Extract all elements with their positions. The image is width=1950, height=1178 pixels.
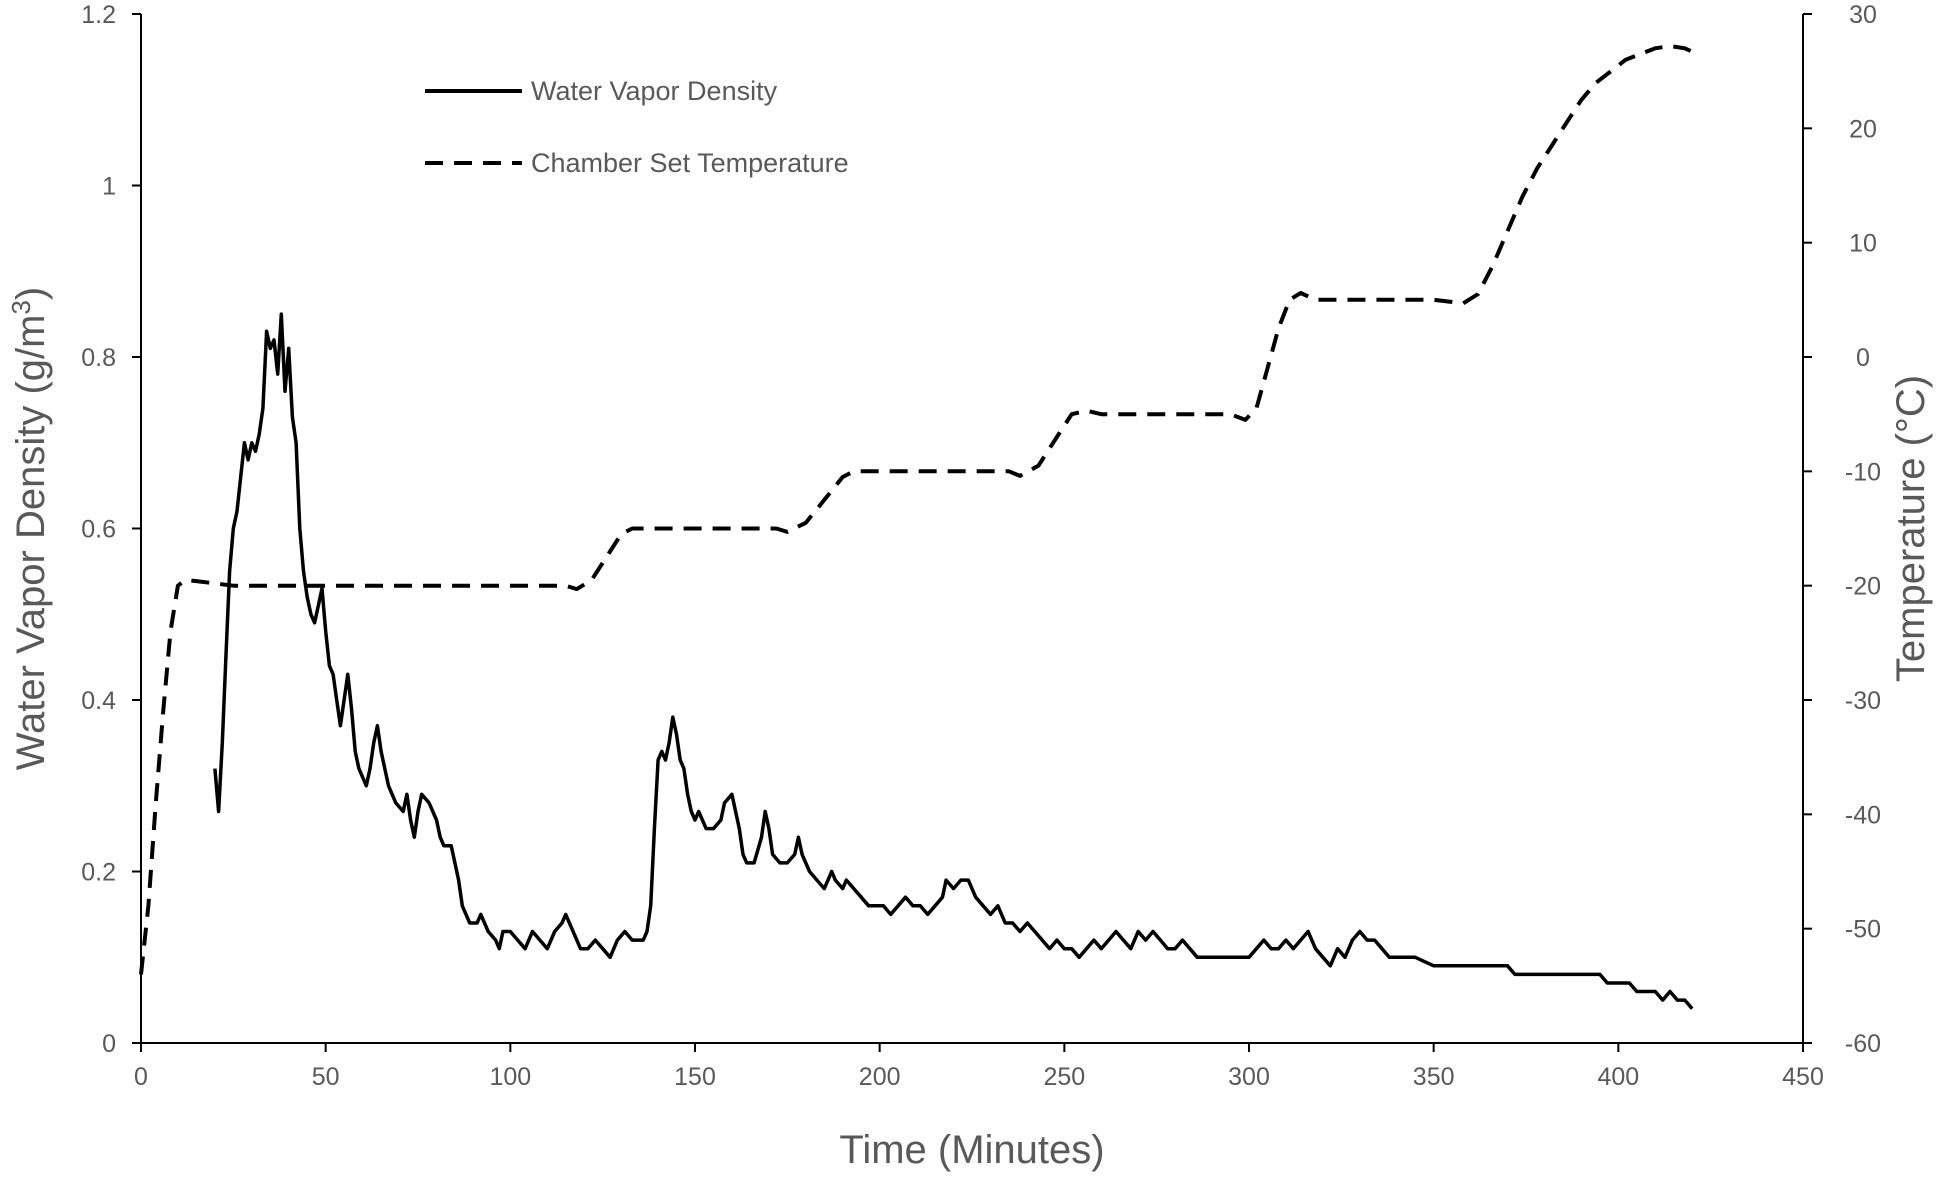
left-y-tick-label: 1.2 <box>81 1 116 29</box>
series-line-chamber-set-temperature <box>139 44 1694 975</box>
x-tick-label: 350 <box>1413 1063 1455 1091</box>
right-y-tick-label: -50 <box>1845 916 1881 944</box>
x-tick-label: 300 <box>1228 1063 1270 1091</box>
series-line-water-vapor-density <box>213 312 1694 1010</box>
legend-label-chamber-set-temperature: Chamber Set Temperature <box>531 148 849 178</box>
left-y-tick-label: 0.4 <box>81 687 116 715</box>
left-y-axis-title-superscript: 3 <box>6 300 36 314</box>
right-y-tick-label: 10 <box>1849 230 1877 258</box>
x-tick-label: 400 <box>1597 1063 1639 1091</box>
x-tick-label: 250 <box>1043 1063 1085 1091</box>
legend-label-water-vapor-density: Water Vapor Density <box>531 76 778 106</box>
right-y-tick-label: 0 <box>1856 344 1870 372</box>
right-y-axis-title: Temperature (°C) <box>1889 375 1933 682</box>
left-y-tick-label: 0.8 <box>81 344 116 372</box>
left-y-tick-label: 0.2 <box>81 859 116 887</box>
left-y-tick-label: 1 <box>102 173 116 201</box>
left-y-axis-title-end: ) <box>9 287 53 300</box>
right-y-ticks: -60 -50 -40 -30 -20 -10 0 10 20 30 <box>1803 1 1881 1058</box>
left-y-ticks: 0 0.2 0.4 0.6 0.8 1 1.2 <box>81 1 141 1058</box>
x-tick-label: 0 <box>134 1063 148 1091</box>
left-y-axis-title: Water Vapor Density (g/m3) <box>6 287 53 770</box>
x-ticks: 0 50 100 150 200 250 300 350 400 450 <box>134 1043 1824 1091</box>
x-tick-label: 450 <box>1782 1063 1824 1091</box>
x-tick-label: 150 <box>674 1063 716 1091</box>
series-group <box>139 44 1694 1010</box>
legend: Water Vapor Density Chamber Set Temperat… <box>425 76 849 178</box>
right-y-tick-label: -20 <box>1845 573 1881 601</box>
right-y-tick-label: -40 <box>1845 801 1881 829</box>
x-tick-label: 200 <box>859 1063 901 1091</box>
left-y-tick-label: 0.6 <box>81 516 116 544</box>
right-y-tick-label: -60 <box>1845 1030 1881 1058</box>
right-y-tick-label: -10 <box>1845 458 1881 486</box>
left-y-tick-label: 0 <box>102 1030 116 1058</box>
left-y-axis-title-main: Water Vapor Density (g/m <box>9 315 53 771</box>
x-tick-label: 50 <box>312 1063 340 1091</box>
right-y-tick-label: 30 <box>1849 1 1877 29</box>
x-tick-label: 100 <box>489 1063 531 1091</box>
right-y-tick-label: 20 <box>1849 115 1877 143</box>
right-y-tick-label: -30 <box>1845 687 1881 715</box>
x-axis-title: Time (Minutes) <box>839 1128 1104 1172</box>
